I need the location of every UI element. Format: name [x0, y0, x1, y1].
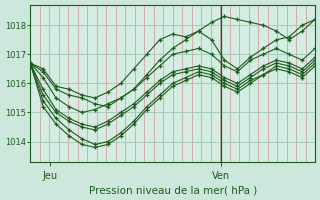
- X-axis label: Pression niveau de la mer( hPa ): Pression niveau de la mer( hPa ): [89, 185, 257, 195]
